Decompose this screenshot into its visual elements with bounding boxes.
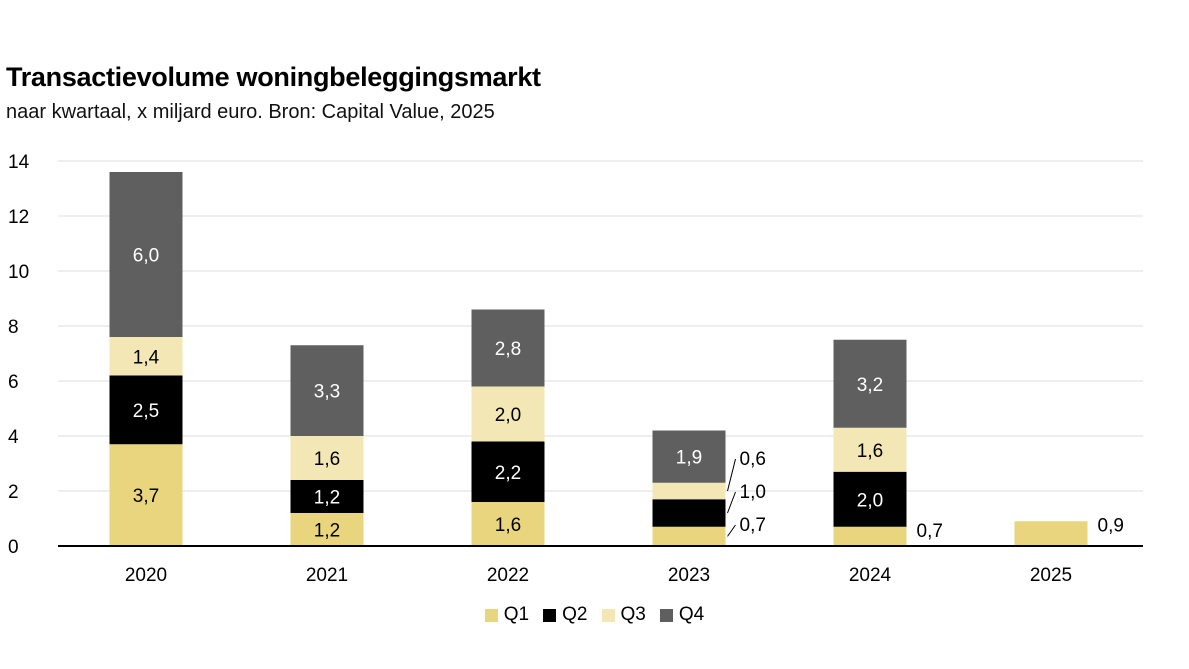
data-label-q1-2023: 0,7 bbox=[740, 515, 766, 536]
y-tick-label: 2 bbox=[8, 482, 19, 503]
y-tick-label: 0 bbox=[8, 537, 19, 558]
data-label-q1-2021: 1,2 bbox=[314, 521, 340, 542]
bar-segment-q4-2021 bbox=[290, 345, 364, 436]
y-tick-label: 6 bbox=[8, 372, 19, 393]
data-label-q4-2023: 1,9 bbox=[676, 448, 702, 469]
data-label-q2-2024: 2,0 bbox=[857, 490, 883, 511]
y-tick-label: 4 bbox=[8, 427, 19, 448]
data-label-q3-2024: 1,6 bbox=[857, 441, 883, 462]
bar-segment-q1-2020 bbox=[109, 444, 183, 546]
data-label-q4-2024: 3,2 bbox=[857, 375, 883, 396]
leader-line bbox=[727, 491, 736, 514]
legend-item-q1: Q1 bbox=[484, 604, 530, 626]
bar-segment-q3-2020 bbox=[109, 337, 183, 376]
bar-segment-q3-2023 bbox=[652, 482, 726, 500]
leader-line bbox=[727, 458, 736, 492]
bar-segment-q3-2022 bbox=[471, 386, 545, 442]
data-label-q3-2023: 0,6 bbox=[740, 449, 766, 470]
y-tick-label: 10 bbox=[8, 262, 29, 283]
legend-label-q1: Q1 bbox=[503, 604, 530, 625]
data-label-q2-2023: 1,0 bbox=[740, 482, 766, 503]
data-label-q2-2021: 1,2 bbox=[314, 488, 340, 509]
bar-segment-q2-2020 bbox=[109, 375, 183, 445]
leader-line bbox=[727, 524, 736, 537]
bar-segment-q1-2021 bbox=[290, 513, 364, 546]
chart-subtitle: naar kwartaal, x miljard euro. Bron: Cap… bbox=[6, 101, 495, 123]
data-label-q1-2022: 1,6 bbox=[495, 515, 521, 536]
bar-segment-q4-2022 bbox=[471, 309, 545, 387]
legend-label-q3: Q3 bbox=[620, 604, 646, 625]
data-label-q4-2022: 2,8 bbox=[495, 339, 521, 360]
data-label-q1-2025: 0,9 bbox=[1098, 515, 1124, 536]
chart-title: Transactievolume woningbeleggingsmarkt bbox=[6, 62, 541, 92]
data-label-q4-2020: 6,0 bbox=[133, 246, 159, 267]
legend-label-q2: Q2 bbox=[562, 604, 588, 625]
data-label-q3-2022: 2,0 bbox=[495, 405, 521, 426]
bar-segment-q4-2020 bbox=[109, 172, 183, 337]
bar-segment-q3-2024 bbox=[833, 427, 907, 472]
y-tick-label: 14 bbox=[8, 152, 30, 173]
legend-swatch-q3 bbox=[601, 608, 615, 622]
bar-segment-q2-2022 bbox=[471, 441, 545, 502]
bar-segment-q1-2022 bbox=[471, 502, 545, 546]
x-tick-label-2020: 2020 bbox=[125, 565, 167, 586]
bar-segment-q1-2023 bbox=[652, 526, 726, 546]
x-tick-label-2022: 2022 bbox=[487, 565, 529, 586]
legend-label-q4: Q4 bbox=[678, 604, 705, 625]
data-label-q2-2022: 2,2 bbox=[495, 463, 521, 484]
y-tick-label: 8 bbox=[8, 317, 19, 338]
bar-segment-q4-2023 bbox=[652, 430, 726, 483]
legend-swatch-q2 bbox=[543, 608, 557, 622]
bar-segment-q1-2024 bbox=[833, 526, 907, 546]
legend-item-q4: Q4 bbox=[659, 604, 705, 626]
legend-swatch-q4 bbox=[659, 608, 673, 622]
bar-segment-q2-2023 bbox=[652, 499, 726, 527]
bar-segment-q2-2024 bbox=[833, 471, 907, 527]
data-label-q1-2024: 0,7 bbox=[917, 521, 943, 542]
data-label-q2-2020: 2,5 bbox=[133, 401, 159, 422]
y-tick-label: 12 bbox=[8, 207, 29, 228]
data-label-q3-2021: 1,6 bbox=[314, 449, 340, 470]
x-tick-label-2021: 2021 bbox=[306, 565, 348, 586]
data-label-q3-2020: 1,4 bbox=[133, 347, 160, 368]
bar-segment-q4-2024 bbox=[833, 339, 907, 428]
bar-segment-q2-2021 bbox=[290, 480, 364, 513]
x-tick-label-2024: 2024 bbox=[849, 565, 892, 586]
bar-segment-q1-2025 bbox=[1014, 521, 1088, 546]
x-tick-label-2025: 2025 bbox=[1030, 565, 1072, 586]
legend-item-q3: Q3 bbox=[601, 604, 646, 626]
x-tick-label-2023: 2023 bbox=[668, 565, 710, 586]
legend: Q1 Q2 Q3 Q4 bbox=[0, 604, 1189, 626]
legend-swatch-q1 bbox=[484, 608, 498, 622]
bar-segment-q3-2021 bbox=[290, 436, 364, 480]
legend-item-q2: Q2 bbox=[543, 604, 588, 626]
data-label-q1-2020: 3,7 bbox=[133, 486, 159, 507]
data-label-q4-2021: 3,3 bbox=[314, 382, 340, 403]
